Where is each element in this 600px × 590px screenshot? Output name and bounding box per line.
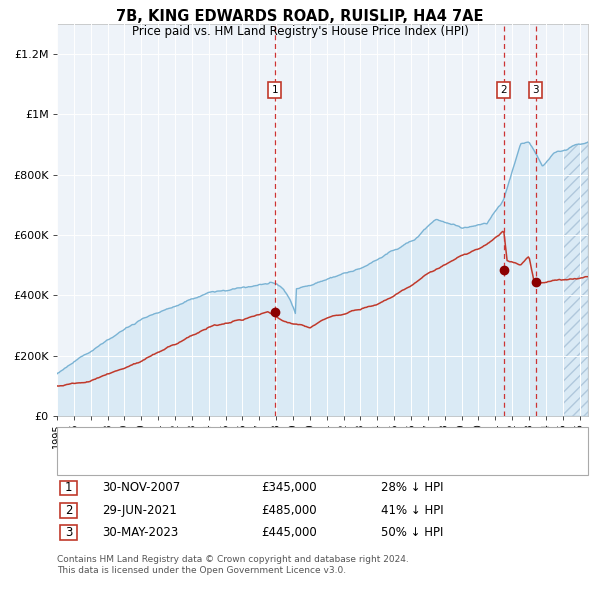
Text: Price paid vs. HM Land Registry's House Price Index (HPI): Price paid vs. HM Land Registry's House …	[131, 25, 469, 38]
Text: £485,000: £485,000	[261, 504, 317, 517]
Text: This data is licensed under the Open Government Licence v3.0.: This data is licensed under the Open Gov…	[57, 566, 346, 575]
Text: 3: 3	[65, 526, 72, 539]
Text: £445,000: £445,000	[261, 526, 317, 539]
Text: 1: 1	[65, 481, 72, 494]
Text: 3: 3	[533, 85, 539, 95]
Text: HPI: Average price, detached house, Hillingdon: HPI: Average price, detached house, Hill…	[105, 457, 350, 467]
Text: 28% ↓ HPI: 28% ↓ HPI	[381, 481, 443, 494]
Text: 41% ↓ HPI: 41% ↓ HPI	[381, 504, 443, 517]
Text: 2: 2	[65, 504, 72, 517]
Text: 7B, KING EDWARDS ROAD, RUISLIP, HA4 7AE: 7B, KING EDWARDS ROAD, RUISLIP, HA4 7AE	[116, 9, 484, 24]
Text: Contains HM Land Registry data © Crown copyright and database right 2024.: Contains HM Land Registry data © Crown c…	[57, 555, 409, 563]
Text: 30-MAY-2023: 30-MAY-2023	[102, 526, 178, 539]
Text: 1: 1	[271, 85, 278, 95]
Text: £345,000: £345,000	[261, 481, 317, 494]
Text: 2: 2	[500, 85, 507, 95]
Text: 50% ↓ HPI: 50% ↓ HPI	[381, 526, 443, 539]
Text: 29-JUN-2021: 29-JUN-2021	[102, 504, 177, 517]
Text: 30-NOV-2007: 30-NOV-2007	[102, 481, 180, 494]
Text: 7B, KING EDWARDS ROAD, RUISLIP, HA4 7AE (detached house): 7B, KING EDWARDS ROAD, RUISLIP, HA4 7AE …	[105, 435, 433, 445]
